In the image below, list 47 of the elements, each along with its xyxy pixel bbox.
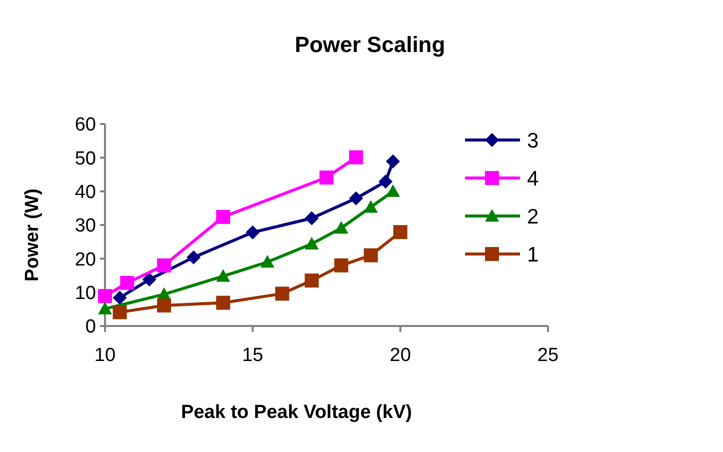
y-tick-label: 30	[74, 216, 96, 237]
y-tick-label: 10	[74, 282, 96, 304]
point	[364, 200, 378, 213]
point	[349, 191, 364, 206]
point	[304, 211, 319, 226]
point	[334, 258, 348, 272]
x-axis-title: Peak to Peak Voltage (kV)	[181, 402, 412, 423]
point	[275, 286, 290, 301]
point	[112, 290, 127, 305]
point	[186, 250, 201, 264]
x-tick-label: 25	[537, 345, 559, 366]
point	[378, 174, 393, 189]
y-tick-label: 50	[74, 148, 96, 170]
point	[320, 170, 334, 185]
x-tick-label: 10	[94, 345, 116, 366]
x-tick-label: 15	[242, 345, 264, 366]
point	[112, 305, 127, 320]
point	[386, 184, 400, 197]
point	[142, 272, 156, 287]
legend-label: 4	[527, 167, 539, 190]
y-tick-label: 60	[74, 114, 96, 136]
point	[216, 269, 230, 282]
point	[260, 255, 274, 268]
legend-label: 1	[527, 243, 539, 266]
chart-title: Power Scaling	[294, 32, 446, 57]
point	[334, 221, 348, 234]
point	[216, 210, 230, 224]
y-axis-title: Power (W)	[22, 188, 43, 282]
point	[386, 154, 400, 168]
legend-label: 3	[527, 129, 539, 152]
point	[157, 298, 172, 312]
x-tick-label: 20	[390, 345, 411, 366]
point	[364, 248, 378, 262]
point	[98, 289, 112, 304]
point	[216, 296, 230, 310]
point	[393, 225, 408, 240]
legend-label: 2	[527, 205, 539, 228]
point	[157, 258, 172, 272]
point	[120, 276, 134, 290]
point	[304, 274, 319, 288]
y-tick-label: 20	[74, 249, 96, 270]
point	[98, 302, 112, 314]
y-tick-label: 40	[74, 182, 96, 203]
point	[246, 225, 260, 240]
y-tick-label: 0	[85, 316, 96, 338]
point	[349, 150, 364, 164]
point	[304, 236, 319, 250]
